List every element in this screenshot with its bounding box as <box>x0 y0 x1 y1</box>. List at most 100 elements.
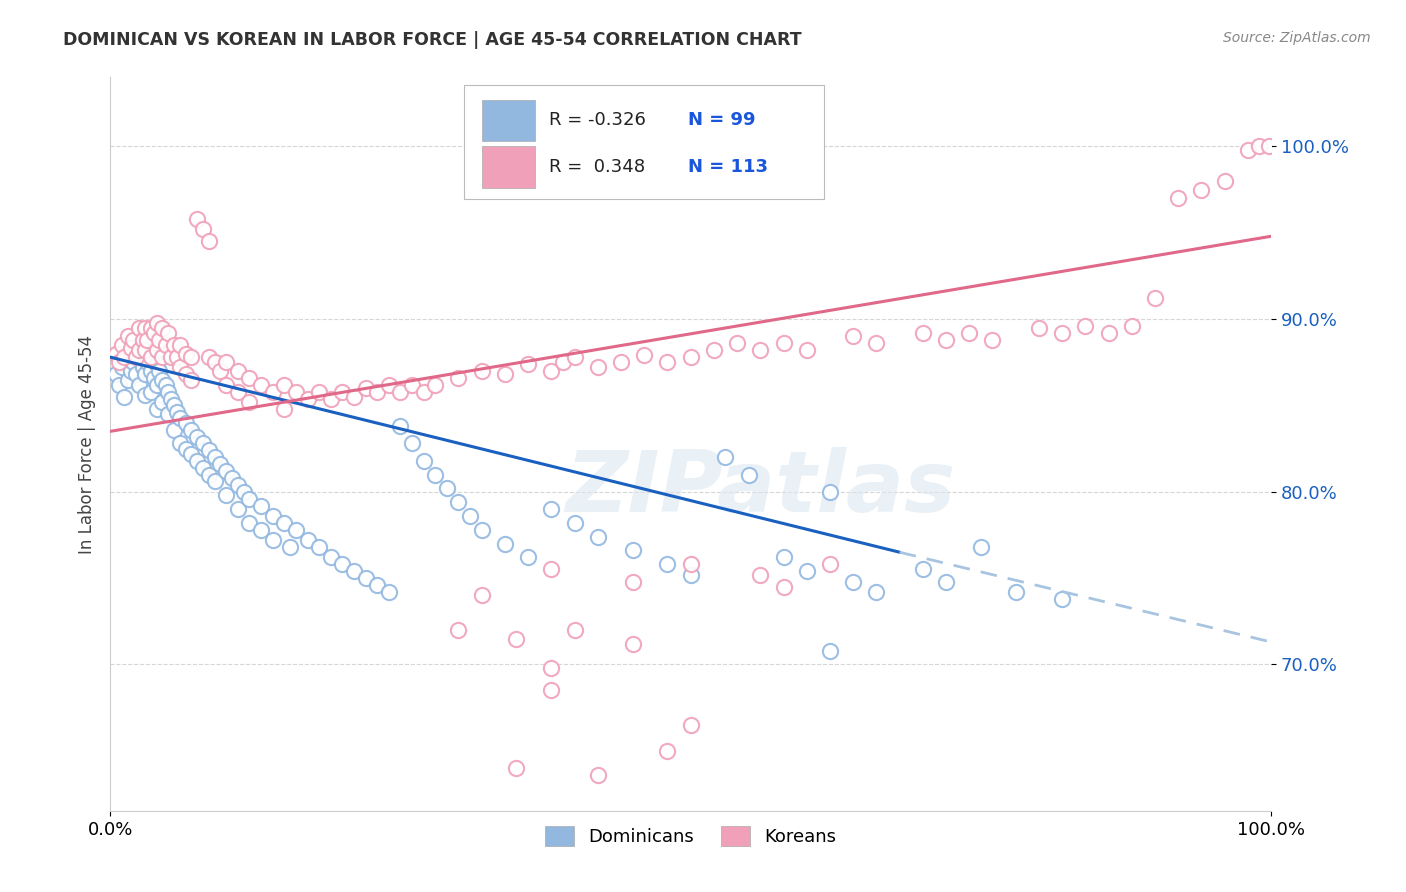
Point <box>209 364 232 378</box>
Point <box>319 550 342 565</box>
Point <box>425 377 447 392</box>
Point <box>957 326 980 340</box>
Point <box>120 342 142 356</box>
Point <box>152 395 174 409</box>
Point <box>174 346 197 360</box>
Point <box>117 350 139 364</box>
Point <box>447 623 470 637</box>
Point <box>134 346 156 360</box>
Point <box>703 343 725 358</box>
Point <box>1213 174 1236 188</box>
Legend: Dominicans, Koreans: Dominicans, Koreans <box>537 819 844 854</box>
Point <box>494 536 516 550</box>
Point <box>117 373 139 387</box>
Point <box>155 377 177 392</box>
Point <box>505 761 527 775</box>
Point <box>657 744 679 758</box>
Point <box>1097 326 1119 340</box>
FancyBboxPatch shape <box>464 85 824 199</box>
Point <box>157 326 180 340</box>
Point <box>204 355 226 369</box>
Point <box>378 585 401 599</box>
Point <box>128 350 150 364</box>
Point <box>262 384 284 399</box>
Point <box>226 384 249 399</box>
Point <box>911 562 934 576</box>
Point <box>215 488 238 502</box>
Point <box>679 567 702 582</box>
Point <box>104 368 127 382</box>
Text: DOMINICAN VS KOREAN IN LABOR FORCE | AGE 45-54 CORRELATION CHART: DOMINICAN VS KOREAN IN LABOR FORCE | AGE… <box>63 31 801 49</box>
Point <box>120 364 142 378</box>
Point <box>262 533 284 548</box>
Point <box>1249 139 1271 153</box>
Point <box>818 643 841 657</box>
Point <box>772 336 794 351</box>
Point <box>796 343 818 358</box>
Point <box>198 443 221 458</box>
Point <box>166 350 188 364</box>
Point <box>679 558 702 572</box>
Point <box>1050 591 1073 606</box>
Point <box>125 343 148 358</box>
Point <box>139 384 162 399</box>
Point <box>319 392 342 406</box>
Point <box>131 360 153 375</box>
Point <box>232 484 254 499</box>
Point <box>139 320 162 334</box>
Point <box>139 350 162 364</box>
Point <box>112 350 135 364</box>
Point <box>842 574 865 589</box>
Point <box>412 384 434 399</box>
Point <box>159 350 181 364</box>
Point <box>911 326 934 340</box>
Point <box>209 457 232 471</box>
Point <box>725 336 748 351</box>
Point <box>297 533 319 548</box>
Point <box>343 390 366 404</box>
Point <box>163 338 186 352</box>
Point <box>169 436 191 450</box>
Point <box>122 333 145 347</box>
Point <box>238 516 260 530</box>
Point <box>1257 139 1279 153</box>
Point <box>186 429 208 443</box>
Point <box>401 377 423 392</box>
Point <box>155 338 177 352</box>
Point <box>111 338 134 352</box>
Point <box>366 384 388 399</box>
Point <box>169 410 191 425</box>
Point <box>749 343 772 358</box>
Point <box>136 355 159 369</box>
Point <box>152 320 174 334</box>
Point <box>186 212 208 227</box>
Y-axis label: In Labor Force | Age 45-54: In Labor Force | Age 45-54 <box>79 334 96 554</box>
Point <box>354 571 377 585</box>
Point <box>136 333 159 347</box>
Point <box>128 343 150 358</box>
Point <box>191 460 214 475</box>
Point <box>1237 143 1260 157</box>
Point <box>198 350 221 364</box>
Point <box>204 450 226 465</box>
Text: N = 99: N = 99 <box>689 111 756 129</box>
Point <box>134 388 156 402</box>
Point <box>1121 319 1143 334</box>
Point <box>180 373 202 387</box>
Point <box>278 540 301 554</box>
Text: ZIPatlas: ZIPatlas <box>565 447 956 530</box>
Point <box>215 355 238 369</box>
Point <box>159 392 181 406</box>
Point <box>505 632 527 646</box>
Point <box>191 222 214 236</box>
Point <box>297 392 319 406</box>
Point <box>517 550 540 565</box>
Point <box>108 377 131 392</box>
Point <box>1004 585 1026 599</box>
Point <box>215 377 238 392</box>
Point <box>389 384 412 399</box>
Point <box>226 478 249 492</box>
Point <box>215 464 238 478</box>
Point <box>157 384 180 399</box>
Point <box>131 338 153 352</box>
